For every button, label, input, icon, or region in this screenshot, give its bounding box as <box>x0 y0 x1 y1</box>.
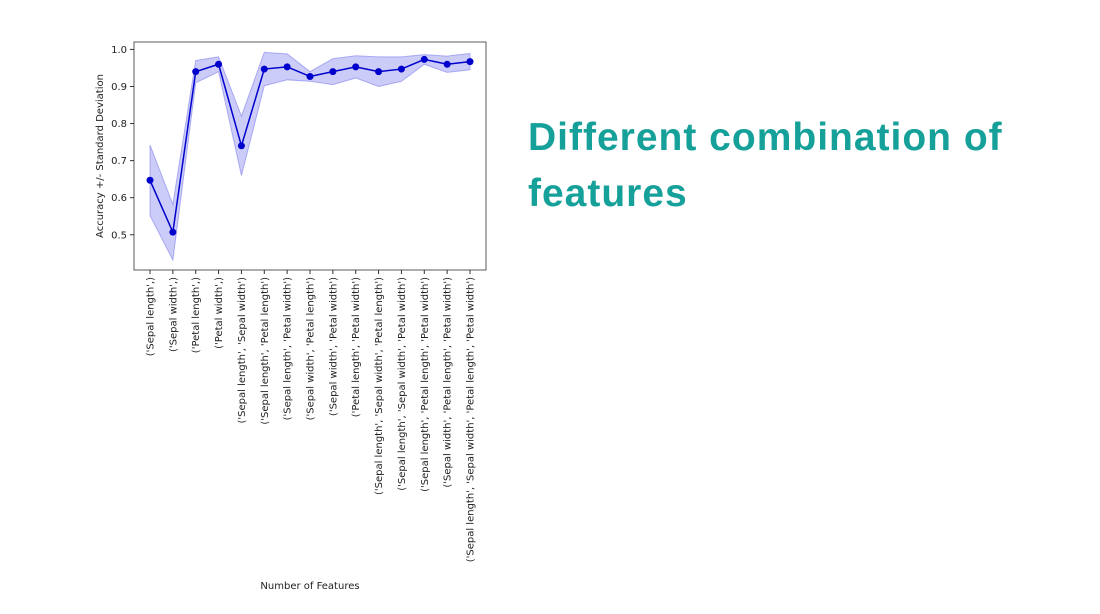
x-tick-label: ('Petal length', 'Petal width') <box>351 277 362 417</box>
x-axis-label: Number of Features <box>260 581 359 592</box>
x-tick-label: ('Sepal length',) <box>146 277 157 356</box>
y-tick-label: 0.9 <box>111 82 127 93</box>
point <box>329 68 337 76</box>
x-tick-label: ('Sepal length', 'Sepal width') <box>237 277 248 424</box>
std-band <box>149 51 471 262</box>
x-tick-label: ('Petal width',) <box>214 277 225 349</box>
point <box>260 65 268 73</box>
y-tick-label: 0.7 <box>111 156 127 167</box>
point <box>420 55 428 63</box>
x-tick-label: ('Sepal length', 'Sepal width', 'Petal l… <box>374 277 385 495</box>
point <box>215 60 223 68</box>
x-tick-label: ('Sepal length', 'Sepal width', 'Petal l… <box>466 277 477 562</box>
y-tick-label: 0.5 <box>111 230 127 241</box>
point <box>466 58 474 66</box>
accuracy-line <box>149 58 471 235</box>
x-tick-label: ('Sepal width', 'Petal length') <box>306 277 317 420</box>
point <box>352 63 360 71</box>
point <box>375 68 383 76</box>
point <box>306 72 314 80</box>
x-tick-label: ('Sepal length', 'Petal length', 'Petal … <box>420 277 431 492</box>
y-tick-label: 0.8 <box>111 119 127 130</box>
y-tick-label: 1.0 <box>111 45 127 56</box>
point <box>237 142 245 150</box>
slide-heading: Different combination of features <box>528 116 1003 215</box>
x-tick-label: ('Sepal width',) <box>168 277 179 352</box>
point <box>443 60 451 68</box>
y-axis-label: Accuracy +/- Standard Deviation <box>95 74 106 238</box>
point <box>283 63 291 71</box>
point <box>397 65 405 73</box>
point <box>169 228 177 236</box>
x-tick-label: ('Sepal width', 'Petal width') <box>328 277 339 416</box>
x-tick-label: ('Petal length',) <box>191 277 202 353</box>
x-tick-label: ('Sepal width', 'Petal length', 'Petal w… <box>443 277 454 488</box>
x-tick-label: ('Sepal length', 'Petal length') <box>260 277 271 425</box>
x-tick-label: ('Sepal length', 'Petal width') <box>283 277 294 420</box>
point <box>146 176 154 184</box>
x-tick-label: ('Sepal length', 'Sepal width', 'Petal w… <box>397 277 408 491</box>
y-tick-label: 0.6 <box>111 193 127 204</box>
point <box>192 68 200 76</box>
